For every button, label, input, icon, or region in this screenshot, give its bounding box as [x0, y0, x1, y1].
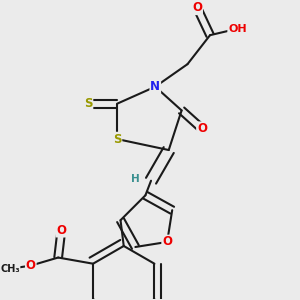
Text: O: O: [56, 224, 66, 237]
Text: O: O: [192, 1, 202, 14]
Text: O: O: [197, 122, 207, 135]
Text: O: O: [162, 236, 172, 248]
Text: O: O: [26, 259, 36, 272]
Text: S: S: [113, 133, 122, 146]
Text: S: S: [84, 97, 92, 110]
Text: H: H: [131, 174, 140, 184]
Text: OH: OH: [228, 24, 247, 34]
Text: N: N: [150, 80, 160, 93]
Text: CH₃: CH₃: [0, 264, 20, 274]
